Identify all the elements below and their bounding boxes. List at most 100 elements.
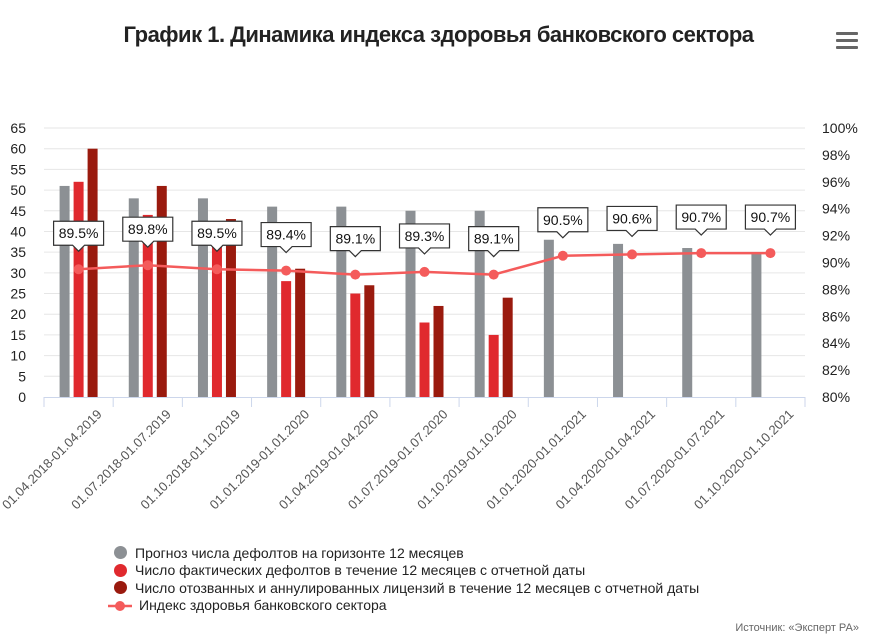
index-point [350, 269, 361, 280]
hamburger-menu-icon[interactable] [836, 32, 858, 50]
data-label-box [260, 221, 312, 254]
y-left-tick-label: 45 [10, 203, 26, 219]
data-label-box [398, 223, 451, 255]
y-left-tick-label: 0 [18, 389, 26, 405]
y-left-tick-label: 65 [10, 120, 26, 136]
y-right-tick-label: 88% [822, 281, 850, 297]
y-right-tick-label: 84% [822, 335, 850, 351]
y-left-tick-label: 35 [10, 244, 26, 260]
y-right-tick-label: 80% [822, 389, 850, 405]
data-label-box [191, 220, 243, 253]
y-left-tick-label: 5 [18, 368, 26, 384]
bar-revoked-licenses [225, 219, 236, 397]
y-left-tick-label: 40 [10, 223, 26, 239]
data-label-box [468, 226, 520, 258]
data-label: 90.6% [612, 210, 652, 226]
bar-actual-defaults [488, 334, 499, 397]
chart-svg: 0 5 10 15 20 25 30 35 40 45 50 55 60 65 80% 82% 84% 86% 88… [0, 120, 858, 512]
y-right-tick-label: 92% [822, 228, 850, 244]
legend-item[interactable]: Число фактических дефолтов в течение 12 … [112, 562, 699, 580]
index-point [281, 265, 292, 276]
y-right-tick-label: 94% [822, 201, 850, 217]
y-left-tick-label: 60 [10, 141, 26, 157]
bar-forecast [197, 198, 208, 397]
data-label: 89.3% [405, 228, 445, 244]
data-label: 89.1% [335, 231, 375, 247]
y-left-tick-label: 15 [10, 327, 26, 343]
legend-label: Индекс здоровья банковского сектора [139, 597, 387, 614]
index-point [557, 250, 568, 261]
data-label-box [329, 226, 381, 258]
data-label-box [675, 204, 727, 236]
data-label: 90.7% [751, 209, 791, 225]
legend-line-marker-icon [108, 599, 132, 612]
bar-revoked-licenses [156, 185, 167, 397]
legend-dot-icon [114, 563, 127, 577]
y-right-tick-label: 98% [822, 147, 850, 163]
bar-actual-defaults [350, 293, 361, 397]
data-label-box [52, 220, 105, 253]
y-left-tick-label: 10 [10, 348, 26, 364]
data-label-box [537, 207, 589, 239]
data-label-box [606, 205, 658, 238]
legend: Прогноз числа дефолтов на горизонте 12 м… [108, 544, 699, 615]
bar-forecast [59, 185, 70, 397]
y-right-tick-label: 96% [822, 174, 850, 190]
legend-label: Прогноз числа дефолтов на горизонте 12 м… [135, 544, 464, 561]
legend-item[interactable]: Индекс здоровья банковского сектора [108, 597, 699, 615]
bar-forecast [751, 252, 762, 397]
y-right-tick-label: 86% [822, 308, 850, 324]
data-label-box [744, 204, 797, 236]
source-note: Источник: «Эксперт РА» [735, 622, 859, 634]
legend-dot-icon [114, 581, 127, 595]
bar-revoked-licenses [364, 285, 375, 397]
bar-forecast [613, 243, 624, 397]
y-right-tick-label: 100% [822, 120, 858, 136]
data-label: 90.5% [543, 212, 583, 228]
bar-actual-defaults [142, 214, 153, 397]
y-right-tick-label: 82% [822, 362, 850, 378]
y-left-tick-label: 30 [10, 265, 26, 281]
y-left-tick-label: 20 [10, 306, 26, 322]
data-label-box [122, 216, 174, 249]
bar-revoked-licenses [433, 305, 444, 397]
index-point [488, 269, 499, 280]
bar-actual-defaults [73, 181, 84, 397]
legend-label: Число фактических дефолтов в течение 12 … [135, 562, 586, 579]
legend-dot-icon [114, 546, 127, 560]
legend-item[interactable]: Прогноз числа дефолтов на горизонте 12 м… [112, 544, 699, 562]
bar-forecast [682, 248, 693, 397]
y-left-tick-label: 25 [10, 286, 26, 302]
y-left-tick-label: 55 [10, 161, 26, 177]
y-right-tick-label: 90% [822, 255, 850, 271]
chart-title: График 1. Динамика индекса здоровья банк… [123, 22, 755, 47]
bar-revoked-licenses [87, 148, 98, 397]
index-point [419, 266, 430, 277]
bar-actual-defaults [211, 243, 222, 397]
data-label: 89.8% [128, 221, 168, 237]
index-point [765, 248, 776, 259]
bar-actual-defaults [281, 281, 292, 397]
data-label: 89.4% [266, 227, 306, 243]
bar-forecast [267, 206, 278, 397]
bar-forecast [543, 239, 554, 397]
data-label: 90.7% [681, 209, 721, 225]
bar-revoked-licenses [295, 268, 306, 397]
data-label: 89.1% [474, 231, 514, 247]
legend-label: Число отозванных и аннулированных лиценз… [135, 579, 700, 596]
index-point [142, 260, 153, 271]
bar-actual-defaults [419, 322, 430, 397]
index-point [627, 249, 638, 260]
index-point [73, 264, 84, 275]
bar-forecast [336, 206, 347, 397]
data-label: 89.5% [197, 225, 237, 241]
index-point [696, 248, 707, 259]
bar-forecast [128, 198, 139, 397]
data-label: 89.5% [59, 225, 99, 241]
bar-forecast [405, 210, 416, 397]
bar-forecast [474, 210, 485, 397]
legend-item[interactable]: Число отозванных и аннулированных лиценз… [112, 579, 699, 597]
index-point [211, 264, 222, 275]
y-left-tick-label: 50 [10, 182, 26, 198]
